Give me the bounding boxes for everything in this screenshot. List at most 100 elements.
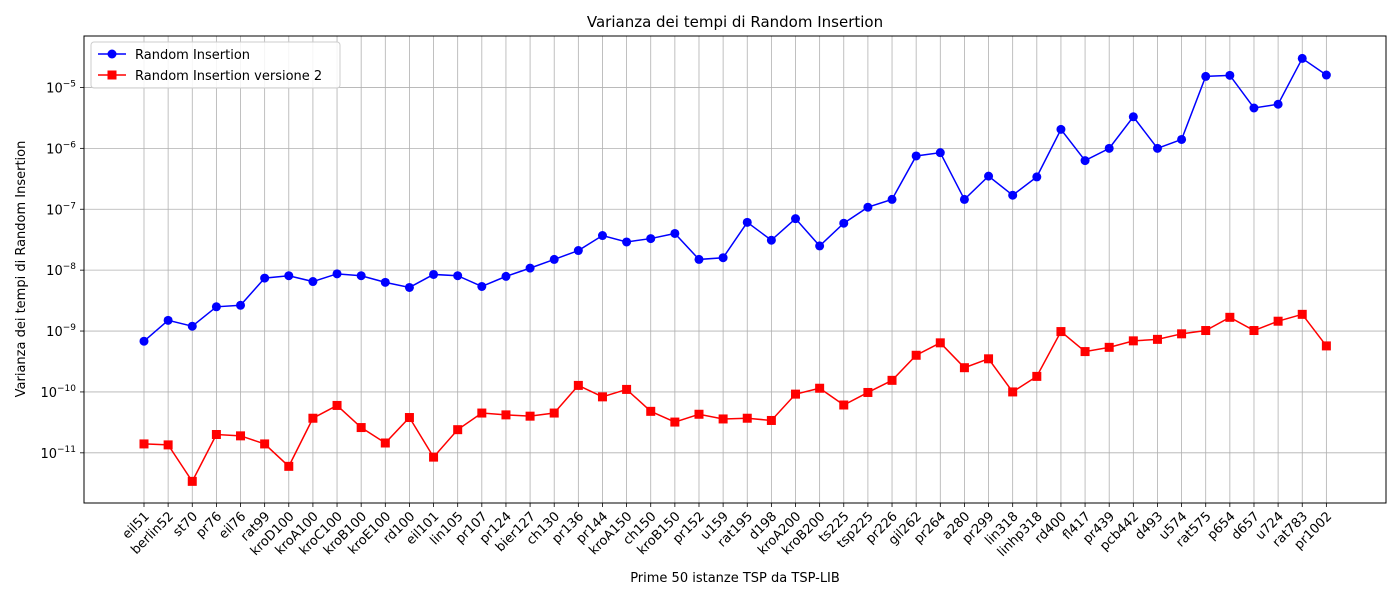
data-point <box>501 410 511 420</box>
data-point <box>1177 134 1187 144</box>
data-point <box>959 194 969 204</box>
data-point <box>477 281 487 291</box>
data-point <box>1249 103 1259 113</box>
data-point <box>284 461 294 471</box>
data-point <box>1080 156 1090 166</box>
data-point <box>694 409 704 419</box>
y-tick-label: 10−9 <box>46 323 76 340</box>
plot-frame <box>83 35 1387 504</box>
data-point <box>573 246 583 256</box>
data-point <box>1225 70 1235 80</box>
data-point <box>332 269 342 279</box>
y-tick-label: 10−11 <box>40 445 76 462</box>
data-point <box>1321 70 1331 80</box>
data-point <box>308 413 318 423</box>
data-point <box>139 336 149 346</box>
data-point <box>1032 371 1042 381</box>
data-point <box>959 363 969 373</box>
y-tick-label: 10−8 <box>46 262 76 279</box>
y-tick-label: 10−5 <box>46 79 76 96</box>
data-point <box>670 417 680 427</box>
data-point <box>573 380 583 390</box>
data-point <box>549 408 559 418</box>
data-point <box>911 350 921 360</box>
y-axis-label: Varianza dei tempi di Random Insertion <box>14 141 29 398</box>
data-point <box>429 452 439 462</box>
data-point <box>332 400 342 410</box>
data-point <box>766 415 776 425</box>
y-axis: 10−11 10−10 10−9 10−8 10−7 10−6 10−5 <box>40 79 84 462</box>
data-point <box>622 237 632 247</box>
data-point <box>139 439 149 449</box>
data-point <box>863 202 873 212</box>
data-point <box>404 282 414 292</box>
data-point <box>1177 329 1187 339</box>
data-point <box>887 194 897 204</box>
data-point <box>766 235 776 245</box>
data-point <box>163 440 173 450</box>
data-point <box>1032 172 1042 182</box>
data-point <box>525 411 535 421</box>
data-point <box>380 277 390 287</box>
data-point <box>284 271 294 281</box>
data-point <box>380 438 390 448</box>
data-point <box>839 218 849 228</box>
legend-marker-1 <box>107 49 117 59</box>
data-point <box>742 413 752 423</box>
legend: Random Insertion Random Insertion versio… <box>90 41 341 89</box>
data-point <box>646 406 656 416</box>
data-point <box>308 277 318 287</box>
data-point <box>984 354 994 364</box>
data-point <box>453 271 463 281</box>
data-point <box>597 392 607 402</box>
data-point <box>887 375 897 385</box>
data-point <box>1056 327 1066 337</box>
data-point <box>477 408 487 418</box>
data-point <box>501 271 511 281</box>
data-point <box>163 315 173 325</box>
data-point <box>1297 53 1307 63</box>
data-point <box>356 271 366 281</box>
series-group <box>139 53 1331 486</box>
data-point <box>1128 112 1138 122</box>
data-point <box>718 253 728 263</box>
legend-marker-2 <box>107 70 117 80</box>
data-point <box>1104 342 1114 352</box>
data-point <box>453 425 463 435</box>
data-point <box>1128 336 1138 346</box>
data-point <box>1080 347 1090 357</box>
x-axis-label: Prime 50 istanze TSP da TSP-LIB <box>630 571 840 586</box>
y-tick-label: 10−6 <box>46 140 76 157</box>
data-point <box>1104 143 1114 153</box>
data-point <box>742 217 752 227</box>
data-point <box>718 414 728 424</box>
data-point <box>935 148 945 158</box>
data-point <box>911 151 921 161</box>
data-point <box>670 228 680 238</box>
data-point <box>260 439 270 449</box>
data-point <box>1056 124 1066 134</box>
data-point <box>1152 334 1162 344</box>
data-point <box>646 234 656 244</box>
data-point <box>694 254 704 264</box>
data-point <box>1321 341 1331 351</box>
data-point <box>404 413 414 423</box>
legend-label-1: Random Insertion <box>135 48 250 63</box>
data-point <box>187 321 197 331</box>
data-point <box>211 429 221 439</box>
data-point <box>236 431 246 441</box>
data-point <box>791 214 801 224</box>
chart-title: Varianza dei tempi di Random Insertion <box>587 13 883 31</box>
data-point <box>1273 316 1283 326</box>
data-point <box>211 302 221 312</box>
data-point <box>1249 326 1259 336</box>
data-point <box>863 387 873 397</box>
data-point <box>1152 143 1162 153</box>
data-point <box>525 263 535 273</box>
data-point <box>1225 312 1235 322</box>
data-point <box>597 231 607 241</box>
data-point <box>356 423 366 433</box>
data-point <box>260 273 270 283</box>
data-point <box>815 383 825 393</box>
